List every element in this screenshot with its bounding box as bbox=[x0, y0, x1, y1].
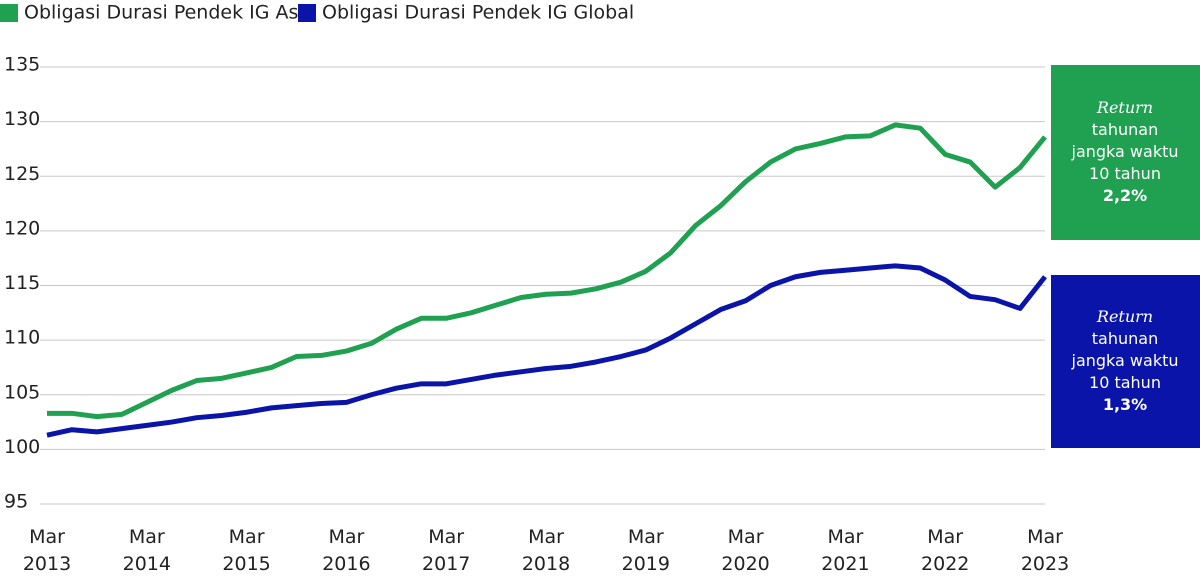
legend-swatch bbox=[0, 4, 18, 22]
annotation-text: 10 tahun bbox=[1089, 373, 1161, 392]
y-tick-label: 115 bbox=[4, 272, 40, 294]
x-tick-label: Mar 2023 bbox=[1021, 526, 1069, 575]
x-tick-label: Mar 2020 bbox=[721, 526, 769, 575]
y-tick-label: 130 bbox=[4, 108, 40, 130]
annotation-text: jangka waktu bbox=[1071, 351, 1179, 370]
annotation-box bbox=[1051, 65, 1200, 240]
y-tick-label: 110 bbox=[4, 327, 40, 349]
legend-label: Obligasi Durasi Pendek IG Asia bbox=[24, 2, 315, 24]
x-tick-label: Mar 2014 bbox=[123, 526, 171, 575]
y-tick-label: 120 bbox=[4, 217, 40, 239]
annotation-text: tahunan bbox=[1092, 120, 1158, 139]
x-tick-label: Mar 2022 bbox=[921, 526, 969, 575]
x-tick-label: Mar 2019 bbox=[622, 526, 670, 575]
y-tick-label: 125 bbox=[4, 163, 40, 185]
annotation-text: tahunan bbox=[1092, 329, 1158, 348]
legend-label: Obligasi Durasi Pendek IG Global bbox=[322, 2, 634, 24]
annotation-text: Return bbox=[1096, 98, 1153, 117]
legend-swatch bbox=[298, 4, 316, 22]
series-line bbox=[47, 122, 1047, 420]
y-tick-label: 100 bbox=[4, 436, 40, 458]
y-tick-label: 135 bbox=[4, 54, 40, 76]
annotation-text: jangka waktu bbox=[1071, 142, 1179, 161]
series-line bbox=[46, 263, 1047, 438]
y-tick-label: 95 bbox=[4, 491, 28, 513]
x-tick-label: Mar 2018 bbox=[522, 526, 570, 575]
annotation-text: 1,3% bbox=[1103, 395, 1147, 414]
x-tick-label: Mar 2015 bbox=[222, 526, 270, 575]
x-tick-label: Mar 2016 bbox=[322, 526, 370, 575]
x-tick-label: Mar 2013 bbox=[23, 526, 71, 575]
annotation-text: Return bbox=[1096, 307, 1153, 326]
annotation-text: 10 tahun bbox=[1089, 164, 1161, 183]
x-tick-label: Mar 2021 bbox=[821, 526, 869, 575]
y-tick-label: 105 bbox=[4, 381, 40, 403]
annotation-box bbox=[1051, 275, 1200, 448]
x-tick-label: Mar 2017 bbox=[422, 526, 470, 575]
annotation-text: 2,2% bbox=[1103, 186, 1147, 205]
